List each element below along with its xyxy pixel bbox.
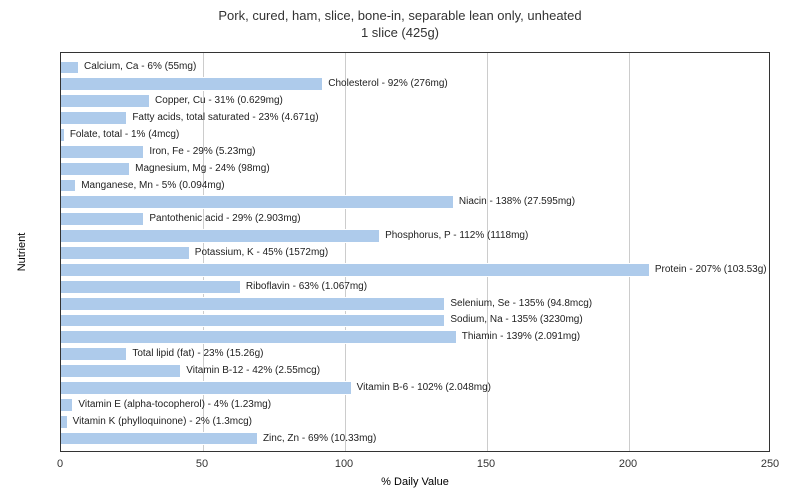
nutrient-bar: [61, 280, 240, 294]
nutrient-bar-label: Iron, Fe - 29% (5.23mg): [149, 147, 255, 157]
nutrient-bar: [61, 145, 143, 159]
nutrient-bar-label: Manganese, Mn - 5% (0.094mg): [81, 181, 224, 191]
nutrient-bar-label: Riboflavin - 63% (1.067mg): [246, 282, 367, 292]
nutrient-bar-label: Selenium, Se - 135% (94.8mcg): [450, 299, 592, 309]
nutrient-bar: [61, 364, 180, 378]
nutrient-bar: [61, 330, 456, 344]
nutrient-bar: [61, 398, 72, 412]
nutrient-bar: [61, 432, 257, 446]
y-axis-label: Nutrient: [16, 233, 28, 272]
nutrient-bar: [61, 229, 379, 243]
nutrient-bar-label: Folate, total - 1% (4mcg): [70, 130, 179, 140]
nutrient-bar: [61, 162, 129, 176]
gridline: [629, 53, 630, 451]
nutrient-bar: [61, 61, 78, 75]
nutrient-bar-label: Copper, Cu - 31% (0.629mg): [155, 96, 283, 106]
nutrient-bar-label: Fatty acids, total saturated - 23% (4.67…: [132, 113, 318, 123]
x-tick-label: 50: [196, 458, 208, 470]
nutrient-bar-label: Protein - 207% (103.53g): [655, 265, 767, 275]
nutrient-bar: [61, 314, 444, 328]
nutrient-bar: [61, 212, 143, 226]
x-tick-label: 250: [761, 458, 779, 470]
plot-area: Calcium, Ca - 6% (55mg) Cholesterol - 92%…: [60, 52, 770, 452]
nutrient-bar-label: Calcium, Ca - 6% (55mg): [84, 62, 196, 72]
nutrient-bar: [61, 263, 649, 277]
x-tick-label: 200: [619, 458, 637, 470]
nutrient-bar-label: Niacin - 138% (27.595mg): [459, 197, 575, 207]
nutrient-bar: [61, 195, 453, 209]
nutrient-bar: [61, 77, 322, 91]
nutrient-bar-label: Phosphorus, P - 112% (1118mg): [385, 231, 528, 241]
nutrient-bar-label: Vitamin B-12 - 42% (2.55mcg): [186, 366, 320, 376]
x-tick-label: 100: [335, 458, 353, 470]
nutrient-bar-label: Potassium, K - 45% (1572mg): [195, 248, 328, 258]
nutrient-bar-label: Zinc, Zn - 69% (10.33mg): [263, 434, 376, 444]
nutrient-bar: [61, 347, 126, 361]
nutrient-bar: [61, 297, 444, 311]
nutrient-bar: [61, 111, 126, 125]
nutrient-bar-label: Total lipid (fat) - 23% (15.26g): [132, 349, 263, 359]
x-tick-label: 150: [477, 458, 495, 470]
nutrient-bar: [61, 415, 67, 429]
chart-title-line2: 1 slice (425g): [361, 25, 439, 40]
nutrient-bar: [61, 381, 351, 395]
nutrient-bar: [61, 94, 149, 108]
nutrient-bar-label: Vitamin B-6 - 102% (2.048mg): [357, 383, 491, 393]
nutrient-bar-label: Vitamin K (phylloquinone) - 2% (1.3mcg): [73, 417, 252, 427]
nutrient-bar: [61, 128, 64, 142]
chart-title-line1: Pork, cured, ham, slice, bone-in, separa…: [218, 8, 581, 23]
nutrient-bar: [61, 246, 189, 260]
nutrient-bar-label: Thiamin - 139% (2.091mg): [462, 332, 580, 342]
nutrient-bar: [61, 179, 75, 193]
nutrient-bar-label: Magnesium, Mg - 24% (98mg): [135, 164, 270, 174]
chart-title: Pork, cured, ham, slice, bone-in, separa…: [0, 0, 800, 42]
nutrient-chart: Pork, cured, ham, slice, bone-in, separa…: [0, 0, 800, 500]
nutrient-bar-label: Vitamin E (alpha-tocopherol) - 4% (1.23m…: [78, 400, 271, 410]
nutrient-bar-label: Pantothenic acid - 29% (2.903mg): [149, 214, 300, 224]
nutrient-bar-label: Sodium, Na - 135% (3230mg): [450, 315, 582, 325]
x-axis-label: % Daily Value: [381, 476, 449, 488]
nutrient-bar-label: Cholesterol - 92% (276mg): [328, 79, 448, 89]
x-tick-label: 0: [57, 458, 63, 470]
